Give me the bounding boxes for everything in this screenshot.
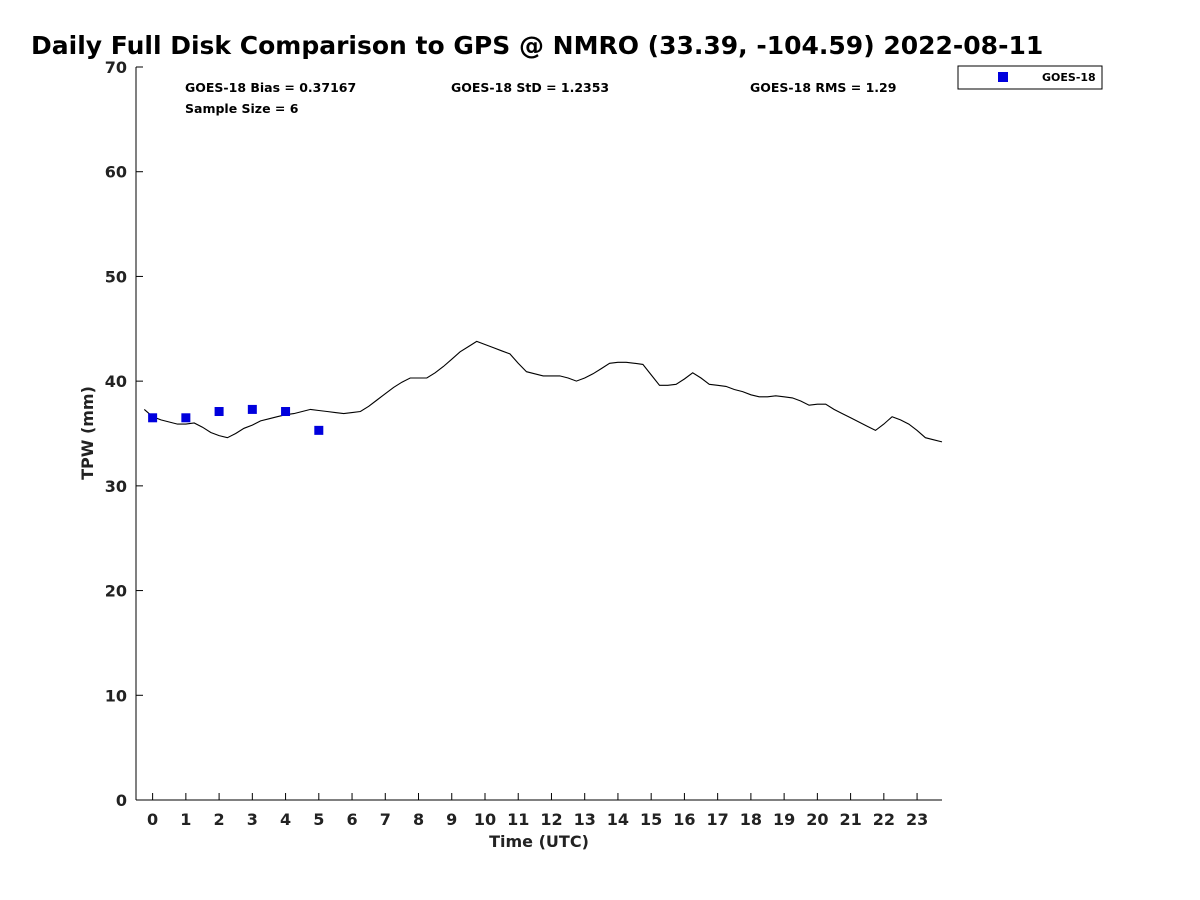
goes-18-data-point xyxy=(247,404,257,414)
bias-annotation: GOES-18 Bias = 0.37167 xyxy=(185,80,356,95)
x-tick-label: 5 xyxy=(313,810,324,829)
x-tick-label: 15 xyxy=(640,810,662,829)
x-tick-label: 19 xyxy=(773,810,795,829)
rms-annotation: GOES-18 RMS = 1.29 xyxy=(750,80,896,95)
x-tick-label: 21 xyxy=(839,810,861,829)
legend-marker-goes-18 xyxy=(998,72,1008,82)
x-tick-label: 3 xyxy=(247,810,258,829)
y-tick-label: 50 xyxy=(105,267,127,286)
series-layer xyxy=(143,340,943,443)
x-tick-label: 20 xyxy=(806,810,828,829)
x-tick-label: 8 xyxy=(413,810,424,829)
y-ticks: 0 10 20 30 40 50 60 70 xyxy=(105,58,143,810)
x-tick-label: 10 xyxy=(474,810,496,829)
x-tick-label: 22 xyxy=(873,810,895,829)
x-tick-label: 16 xyxy=(673,810,695,829)
x-tick-label: 6 xyxy=(346,810,357,829)
y-tick-label: 60 xyxy=(105,163,127,182)
y-tick-label: 0 xyxy=(116,791,127,810)
gps-series-line xyxy=(143,340,943,443)
x-tick-label: 9 xyxy=(446,810,457,829)
legend-box xyxy=(957,65,1103,90)
y-tick-label: 70 xyxy=(105,58,127,77)
x-tick-label: 17 xyxy=(707,810,729,829)
goes-18-data-point xyxy=(281,407,291,417)
x-axis-label: Time (UTC) xyxy=(489,832,589,851)
x-tick-label: 18 xyxy=(740,810,762,829)
goes-18-data-point xyxy=(148,413,158,423)
sample-size-annotation: Sample Size = 6 xyxy=(185,101,299,116)
std-annotation: GOES-18 StD = 1.2353 xyxy=(451,80,609,95)
y-tick-label: 30 xyxy=(105,477,127,496)
y-axis-label: TPW (mm) xyxy=(78,386,97,480)
plot-axes xyxy=(135,67,942,801)
x-tick-label: 4 xyxy=(280,810,291,829)
legend-label-goes-18: GOES-18 xyxy=(1042,71,1096,84)
y-tick-label: 20 xyxy=(105,582,127,601)
x-tick-label: 14 xyxy=(607,810,629,829)
chart-title: Daily Full Disk Comparison to GPS @ NMRO… xyxy=(31,31,1043,60)
goes-18-data-point xyxy=(314,425,324,435)
x-tick-label: 2 xyxy=(214,810,225,829)
x-tick-label: 23 xyxy=(906,810,928,829)
x-tick-label: 0 xyxy=(147,810,158,829)
goes-18-data-point xyxy=(181,413,191,423)
x-tick-label: 13 xyxy=(574,810,596,829)
x-tick-label: 7 xyxy=(380,810,391,829)
x-tick-label: 11 xyxy=(507,810,529,829)
legend: GOES-18 xyxy=(957,65,1103,90)
x-tick-label: 1 xyxy=(180,810,191,829)
x-ticks: 0 1 2 3 4 5 6 7 8 9 10 11 12 13 14 15 16 17 18 19 20 21 22 23 xyxy=(147,793,928,829)
y-tick-label: 10 xyxy=(105,686,127,705)
y-tick-label: 40 xyxy=(105,372,127,391)
goes-18-data-point xyxy=(214,407,224,417)
x-tick-label: 12 xyxy=(540,810,562,829)
